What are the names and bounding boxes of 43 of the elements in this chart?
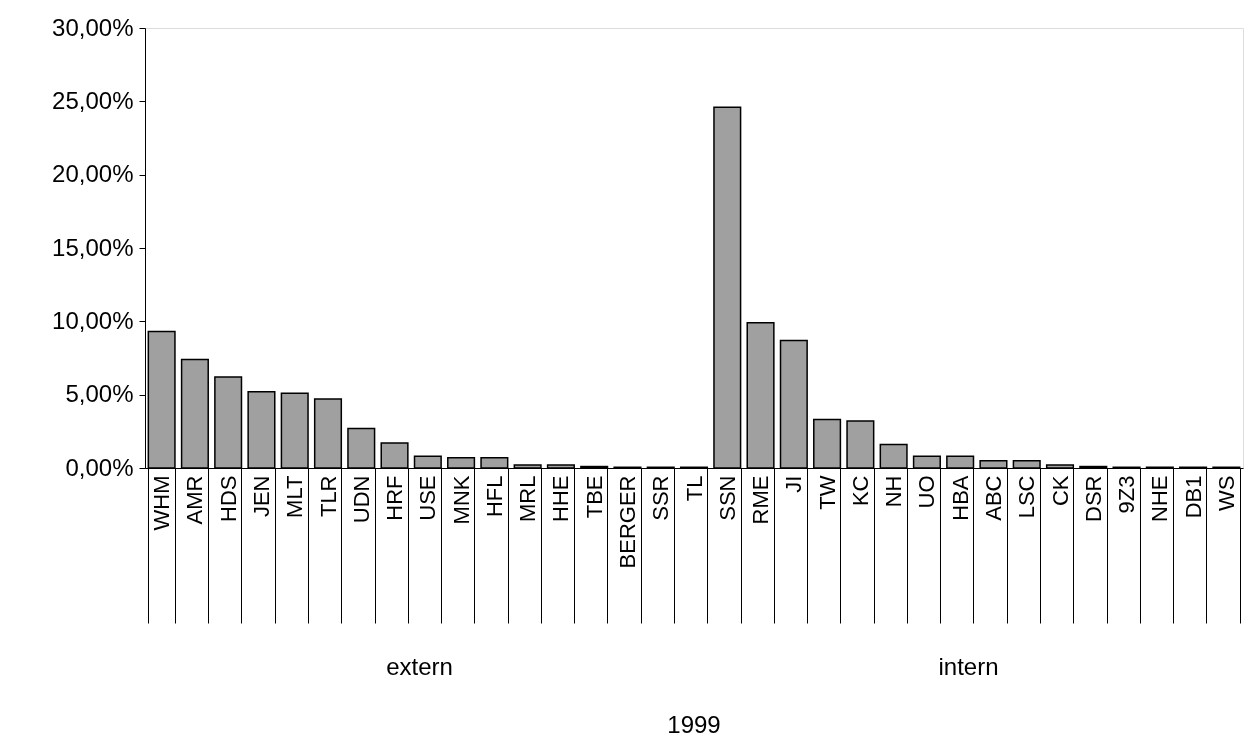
y-tick-label: 0,00% [65, 453, 134, 481]
x-tick-label: HFL [481, 475, 507, 518]
y-tick-label: 25,00% [52, 86, 134, 114]
x-tick-label: HBA [947, 475, 973, 521]
x-tick-label: UDN [348, 475, 374, 524]
x-tick-label: TL [681, 475, 707, 502]
x-tick-label: BERGER [614, 475, 640, 569]
x-tick-label: TBE [581, 475, 607, 519]
x-tick-label: USE [415, 475, 441, 521]
x-tick-label: MNK [448, 475, 474, 525]
x-tick-label: DSR [1080, 475, 1106, 522]
x-tick-label: MLT [282, 475, 308, 518]
x-tick-label: HRF [382, 475, 408, 521]
y-tick-label: 15,00% [52, 233, 134, 261]
y-tick-label: 10,00% [52, 306, 134, 334]
x-tick-label: DB1 [1180, 475, 1206, 519]
x-tick-label: SSN [714, 475, 740, 521]
x-tick-label: JEN [248, 475, 274, 518]
y-tick-label: 30,00% [52, 13, 134, 41]
x-tick-label: CK [1047, 475, 1073, 507]
text: intern [938, 653, 999, 680]
x-tick-label: ABC [980, 475, 1006, 521]
x-tick-label: TW [814, 475, 840, 510]
x-tick-label: JI [781, 475, 807, 493]
x-tick-label: NH [881, 475, 907, 508]
x-tick-label: NHE [1147, 475, 1173, 522]
x-tick-label: HDS [215, 475, 241, 522]
x-tick-label: KC [847, 475, 873, 507]
y-tick-label: 20,00% [52, 160, 134, 188]
x-tick-label: WHM [149, 475, 175, 531]
text: 1999 [667, 711, 721, 738]
x-tick-label: 9Z3 [1114, 475, 1140, 514]
x-tick-label: UO [914, 475, 940, 509]
x-tick-label: LSC [1014, 475, 1040, 519]
x-tick-label: MRL [515, 475, 541, 522]
x-tick-label: AMR [182, 475, 208, 525]
text: extern [386, 653, 453, 680]
y-tick-label: 5,00% [65, 380, 134, 408]
x-tick-label: SSR [648, 475, 674, 521]
x-tick-label: WS [1213, 475, 1239, 511]
x-tick-label: RME [748, 475, 774, 525]
x-tick-label: HHE [548, 475, 574, 522]
x-tick-label: TLR [315, 475, 341, 518]
